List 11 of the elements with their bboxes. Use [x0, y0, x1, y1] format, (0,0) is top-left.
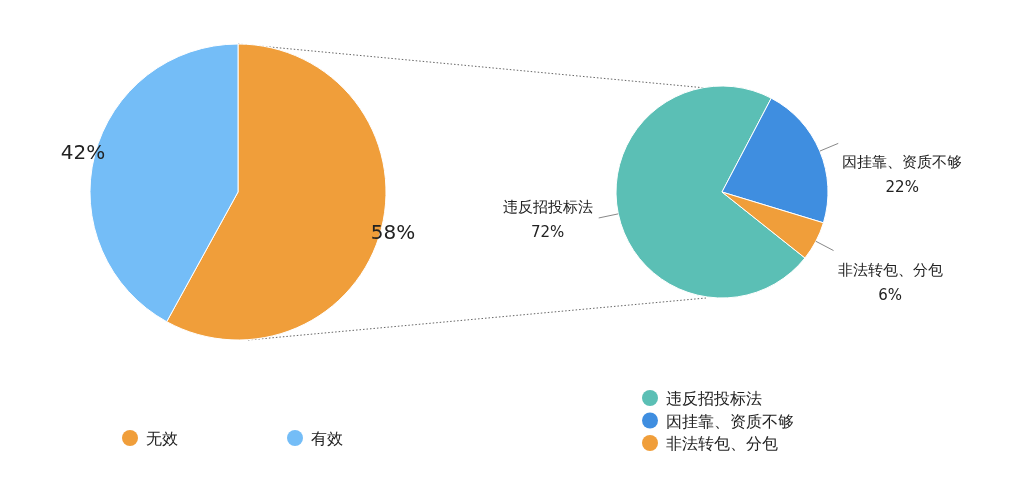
slice-label: 因挂靠、资质不够: [842, 153, 963, 172]
legend-label: 有效: [311, 429, 343, 448]
data-label: 22%: [885, 178, 919, 197]
data-label: 72%: [531, 222, 565, 241]
data-label: 6%: [878, 285, 902, 304]
legend-label: 非法转包、分包: [666, 434, 778, 453]
slice-label: 非法转包、分包: [837, 260, 943, 279]
legend-label: 无效: [146, 429, 178, 448]
legend-label: 因挂靠、资质不够: [666, 411, 794, 431]
slice-label: 违反招投标法: [502, 197, 593, 216]
legend-label: 违反招投标法: [666, 389, 762, 408]
